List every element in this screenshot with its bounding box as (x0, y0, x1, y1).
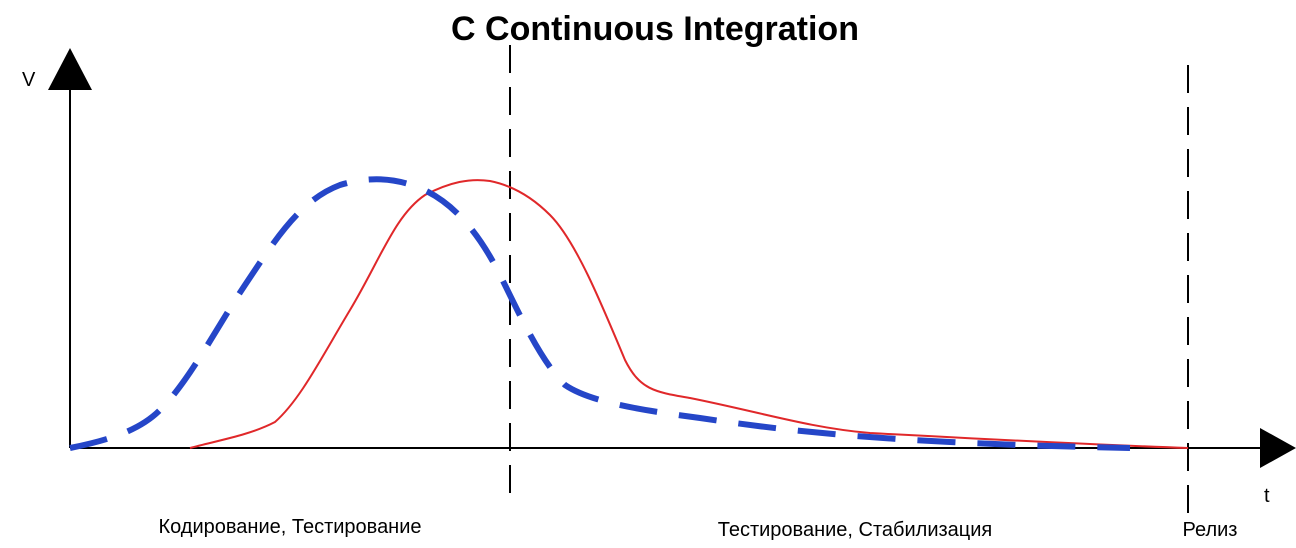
blue-curve (69, 176, 1131, 451)
x-arrow (1260, 428, 1296, 468)
phase-label: Тестирование, Стабилизация (718, 519, 993, 541)
x-label: t (1264, 485, 1270, 507)
y-label: V (22, 69, 36, 91)
phase-label: Кодирование, Тестирование (158, 516, 421, 538)
title: C Continuous Integration (451, 10, 859, 48)
phase-label: Релиз (1183, 519, 1238, 541)
y-arrow (48, 48, 92, 90)
red-curve (189, 179, 1189, 449)
